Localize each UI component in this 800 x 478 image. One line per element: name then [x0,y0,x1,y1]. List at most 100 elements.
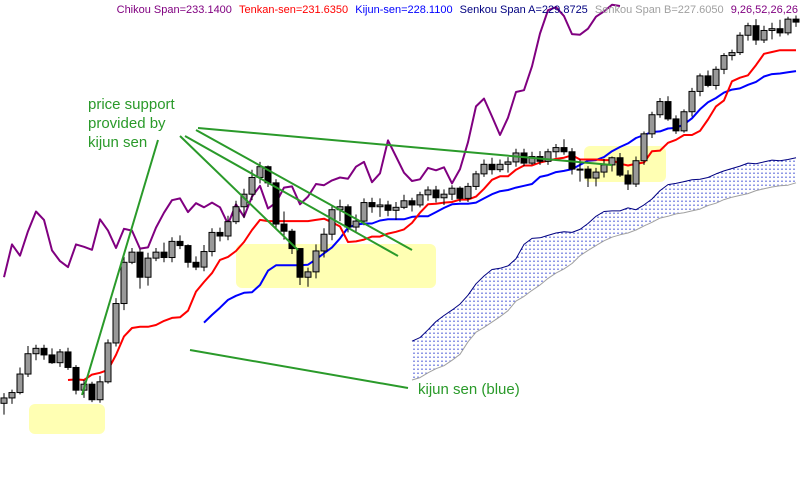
candle [88,381,96,403]
candle [776,19,784,37]
candle-body [320,233,328,252]
candle [296,248,304,286]
candle-body [144,257,152,278]
candle [784,16,792,36]
candle [224,215,232,241]
candle [176,235,184,250]
senkou-a-value: Senkou Span A=229.8725 [459,4,588,16]
candle-body [256,166,264,178]
candle-body [296,248,304,278]
candle-body [104,342,112,383]
candle-body [592,171,600,179]
senkou-span-a-line [411,157,797,342]
candle [448,185,456,201]
candle [472,170,480,191]
candle-body [328,209,336,235]
candle [760,25,768,44]
candle-body [744,25,752,36]
candle-body [712,68,720,86]
candle-body [672,118,680,132]
candle-body [768,28,776,31]
candle [8,389,16,404]
annotation-arrow-5 [197,127,613,166]
candle-body [496,163,504,171]
candle-body [192,261,200,268]
candle-body [352,220,360,228]
candle-body [96,381,104,401]
annotation-arrow-6 [189,349,409,389]
candle-body [32,347,40,355]
candle-body [8,392,16,399]
candle-body [624,174,632,185]
candle [496,159,504,173]
candle [0,393,8,415]
candle-body [248,176,256,195]
candle-body [600,164,608,173]
candle [464,182,472,202]
candle-body [272,182,280,225]
candle-body [88,383,96,401]
candle-body [432,189,440,199]
candle [680,109,688,133]
candle [368,197,376,213]
candle-body [280,223,288,232]
candle [96,375,104,403]
candle [592,167,600,187]
candle [376,198,384,217]
candle [440,189,448,205]
candle [216,227,224,242]
candle [16,367,24,395]
candle-body [168,240,176,259]
support-zone-2 [236,244,436,288]
candle-body [736,34,744,54]
candle-body [696,75,704,92]
candle [184,244,192,268]
candle-body [312,250,320,273]
candle-body [456,187,464,199]
candle-body [792,18,800,23]
candle-body [64,351,72,368]
candle [624,170,632,191]
candle-body [784,18,792,34]
candle [640,131,648,165]
candle [352,214,360,233]
candle-body [224,221,232,237]
candle-body [704,75,712,86]
candle-body [232,206,240,223]
candle-body [416,194,424,206]
candle [200,244,208,272]
candle [432,185,440,203]
candle [416,191,424,208]
candle [168,237,176,263]
candle-body [344,206,352,228]
candle [712,66,720,90]
candle-body [216,231,224,237]
candle [488,157,496,175]
annotation-arrow-1 [81,139,159,396]
candle-body [16,373,24,394]
cloud-fill [412,157,796,380]
candle-body [664,101,672,120]
candle-body [480,163,488,175]
candle-body [776,28,784,34]
candle [792,15,800,27]
annotation-arrow-3 [184,135,399,257]
candle-body [752,25,760,41]
candle [584,166,592,188]
candle-body [56,351,64,364]
candle-body [448,187,456,195]
candle-body [120,261,128,305]
candle [56,348,64,367]
candle-body [440,193,448,199]
candle [576,159,584,182]
candle-body [24,353,32,375]
senkou-span-b-line [411,182,797,381]
ichimoku-params: 9,26,52,26,26 [730,4,798,16]
candle-body [504,161,512,165]
candle [424,186,432,201]
candle-body [728,52,736,57]
annotation-arrows [81,127,613,396]
candle [192,256,200,271]
candle-body [472,173,480,187]
